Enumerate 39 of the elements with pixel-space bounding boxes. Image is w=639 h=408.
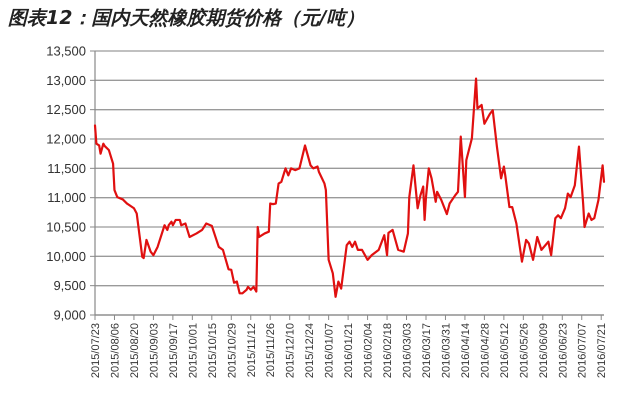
x-tick-label: 2016/07/21	[596, 323, 608, 378]
x-tick-label: 2016/07/07	[576, 323, 589, 378]
x-tick-label: 2015/08/06	[109, 323, 122, 378]
y-tick-label: 11,000	[47, 190, 86, 206]
x-tick-label: 2016/05/12	[498, 323, 511, 378]
x-tick-label: 2016/06/23	[557, 323, 570, 378]
x-tick-label: 2016/01/07	[324, 323, 336, 378]
x-tick-label: 2015/08/20	[128, 323, 141, 378]
x-tick-label: 2016/03/31	[440, 323, 452, 378]
x-tick-label: 2015/11/26	[265, 323, 278, 378]
line-series	[94, 77, 606, 298]
y-tick-label: 13,000	[46, 72, 86, 88]
x-tick-label: 2015/11/12	[246, 323, 258, 378]
y-tick-label: 10,000	[46, 248, 86, 264]
x-tick-label: 2016/05/26	[518, 323, 530, 378]
y-tick-label: 9,000	[53, 308, 86, 322]
x-tick-label: 2015/09/17	[168, 323, 180, 378]
y-tick-label: 12,000	[46, 132, 86, 146]
x-tick-label: 2016/02/18	[382, 323, 394, 378]
x-tick-label: 2016/06/09	[538, 323, 550, 378]
x-tick-label: 2015/12/10	[284, 323, 297, 378]
x-tick-label: 2016/01/21	[343, 323, 356, 378]
x-tick-label: 2016/04/14	[460, 323, 472, 378]
y-tick-label: 12,500	[46, 102, 86, 118]
x-tick-label: 2015/07/23	[90, 323, 102, 378]
x-tick-label: 2015/10/29	[226, 323, 238, 378]
x-tick-label: 2016/04/28	[479, 323, 492, 378]
x-tick-label: 2015/10/15	[206, 323, 219, 378]
x-tick-label: 2015/12/24	[304, 323, 316, 378]
y-tick-label: 13,500	[46, 44, 86, 58]
x-tick-label: 2016/03/03	[402, 323, 414, 378]
x-tick-label: 2016/02/04	[362, 323, 375, 378]
x-tick-label: 2016/03/17	[420, 323, 433, 378]
x-tick-label: 2015/09/03	[148, 323, 160, 378]
y-tick-label: 9,500	[53, 278, 86, 294]
x-tick-label: 2015/10/01	[187, 323, 200, 378]
y-tick-label: 11,500	[47, 160, 86, 176]
chart-title: 图表12：国内天然橡胶期货价格（元/吨）	[8, 7, 364, 29]
y-tick-label: 10,500	[46, 220, 86, 234]
